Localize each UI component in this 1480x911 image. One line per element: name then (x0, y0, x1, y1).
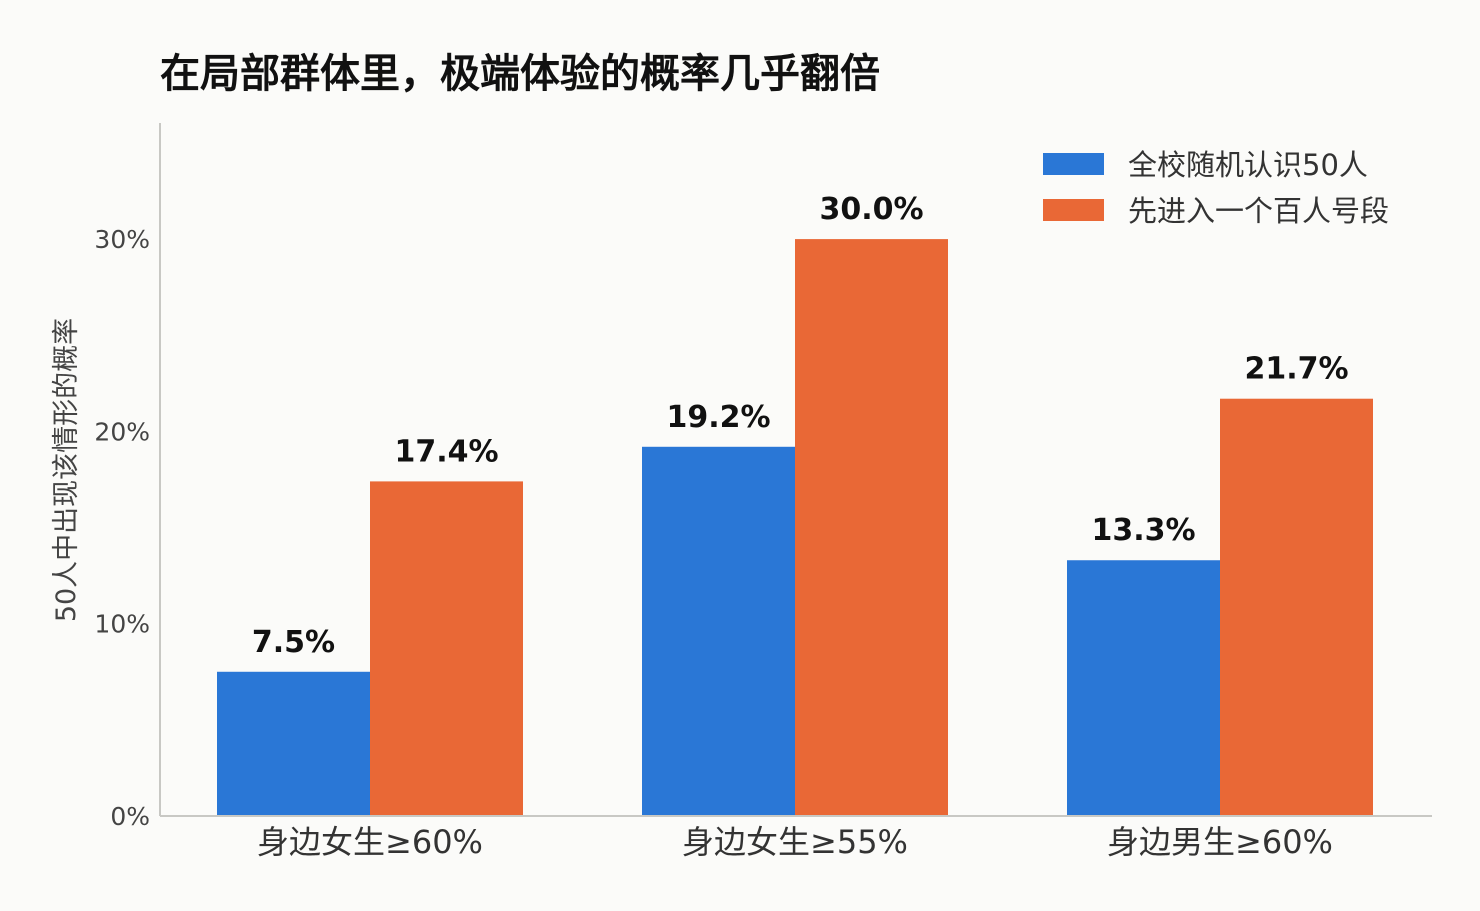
data-label: 13.3% (1091, 513, 1195, 548)
chart-title: 在局部群体里，极端体验的概率几乎翻倍 (160, 51, 880, 97)
data-label: 17.4% (394, 434, 498, 469)
y-tick-label: 20% (94, 417, 150, 446)
y-tick-label: 0% (110, 802, 150, 831)
legend-label: 全校随机认识50人 (1128, 148, 1368, 182)
bar-random50-1 (642, 446, 795, 816)
bar-segment100-1 (795, 239, 948, 817)
legend-swatch (1043, 153, 1104, 175)
bar-segment100-2 (1220, 398, 1373, 816)
bar-random50-2 (1067, 560, 1220, 816)
legend-label: 先进入一个百人号段 (1128, 194, 1389, 228)
data-label: 19.2% (666, 400, 770, 435)
bar-segment100-0 (370, 481, 523, 816)
legend-swatch (1043, 199, 1104, 221)
y-tick-label: 10% (94, 610, 150, 639)
bar-random50-0 (217, 671, 370, 816)
x-category-label: 身边女生≥55% (682, 823, 908, 861)
data-label: 21.7% (1244, 352, 1348, 387)
x-categories-group: 身边女生≥60% 身边女生≥55% 身边男生≥60% (257, 823, 1333, 861)
data-label: 30.0% (819, 192, 923, 227)
y-ticks-group: 0% 10% 20% 30% (94, 225, 150, 831)
x-category-label: 身边男生≥60% (1107, 823, 1333, 861)
y-tick-label: 30% (94, 225, 150, 254)
x-category-label: 身边女生≥60% (257, 823, 483, 861)
y-axis-label: 50人中出现该情形的概率 (51, 318, 82, 622)
bars-group: 7.5% 17.4% 19.2% 30.0% 13.3% 21.7% (217, 192, 1373, 817)
data-label: 7.5% (252, 625, 335, 660)
